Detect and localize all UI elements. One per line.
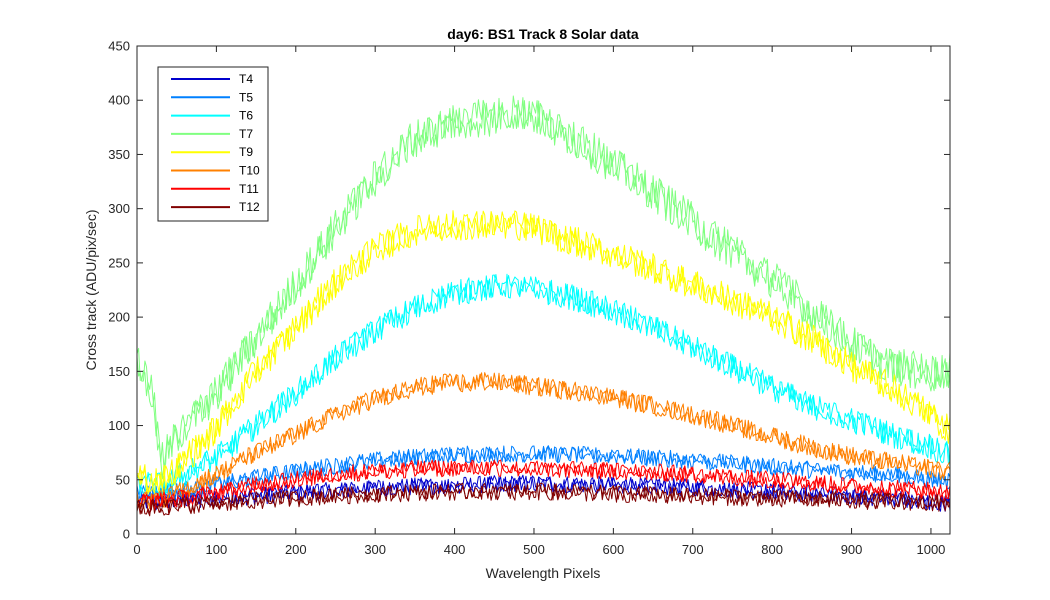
series-line-t10 [136,372,951,510]
axes-box [136,45,951,535]
series-layer [136,95,951,517]
legend-label-t7: T7 [239,127,253,141]
y-tick-label: 300 [108,201,130,216]
series-line-t12 [136,482,951,516]
series-line-t6 [136,274,951,497]
x-axis-label: Wavelength Pixels [486,565,601,581]
legend-label-t10: T10 [239,164,260,178]
y-tick-label: 250 [108,255,130,270]
x-tick-label: 600 [603,542,625,557]
y-tick-label: 100 [108,418,130,433]
legend-label-t11: T11 [239,182,259,196]
x-tick-label: 700 [682,542,704,557]
series-line-t9 [136,210,951,495]
x-tick-label: 500 [523,542,545,557]
series-line-t11 [136,459,951,510]
legend-label-t4: T4 [239,72,253,86]
y-tick-label: 350 [108,147,130,162]
y-axis-label: Cross track (ADU/pix/sec) [83,209,99,370]
chart-title: day6: BS1 Track 8 Solar data [447,26,639,42]
x-tick-label: 300 [364,542,386,557]
y-tick-label: 50 [116,472,130,487]
legend-label-t6: T6 [239,109,253,123]
series-line-t5 [136,445,951,501]
y-tick-label: 450 [108,39,130,54]
legend-label-t12: T12 [239,200,260,214]
y-tick-label: 150 [108,364,130,379]
legend-label-t9: T9 [239,145,253,159]
legend-label-t5: T5 [239,90,253,104]
x-tick-label: 900 [841,542,863,557]
x-tick-label: 800 [761,542,783,557]
x-tick-label: 200 [285,542,307,557]
series-line-t12 [136,482,951,517]
x-tick-label: 0 [133,542,140,557]
legend: T4 T5 T6 T7 T9 T10 T11 T12 [157,66,269,222]
y-tick-label: 400 [108,93,130,108]
y-axis: 0 50 100 150 200 250 300 350 400 450 [108,39,950,542]
series-line-t7 [136,97,951,480]
y-tick-label: 0 [123,527,130,542]
y-tick-label: 200 [108,310,130,325]
x-tick-label: 100 [206,542,228,557]
x-axis: 0 100 200 300 400 500 600 700 800 900 1000 [133,46,945,557]
legend-box [157,66,269,222]
x-tick-label: 400 [444,542,466,557]
x-tick-label: 1000 [916,542,945,557]
